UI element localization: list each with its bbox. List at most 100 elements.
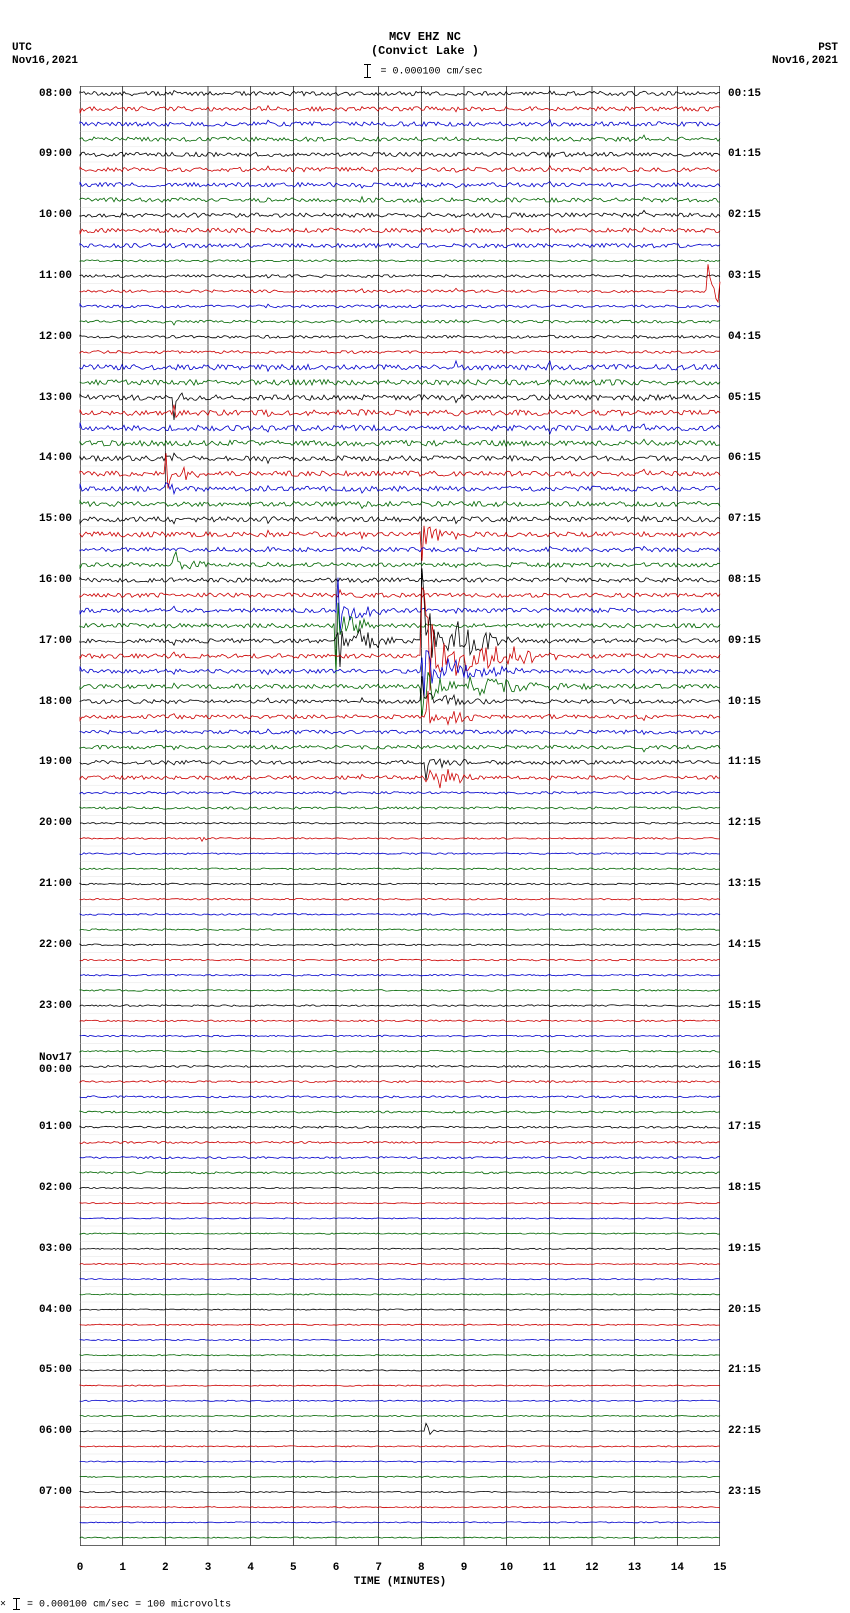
pst-label: 22:15 — [728, 1425, 761, 1437]
pst-label: 23:15 — [728, 1486, 761, 1498]
seismic-trace — [80, 197, 720, 203]
seismic-trace — [80, 837, 720, 841]
utc-label: 13:00 — [39, 392, 72, 404]
pst-label: 04:15 — [728, 331, 761, 343]
seismic-trace — [80, 1415, 720, 1416]
utc-label: 04:00 — [39, 1304, 72, 1316]
seismic-trace — [80, 1218, 720, 1219]
footnote-bar-icon — [16, 1598, 17, 1610]
seismic-trace — [80, 1324, 720, 1325]
x-tick-label: 1 — [119, 1562, 126, 1574]
seismic-trace — [80, 1020, 720, 1022]
seismic-trace — [80, 260, 720, 262]
pst-label: 21:15 — [728, 1364, 761, 1376]
x-tick-label: 15 — [713, 1562, 726, 1574]
pst-label: 15:15 — [728, 1000, 761, 1012]
seismic-trace — [80, 883, 720, 885]
seismic-trace — [80, 1263, 720, 1264]
seismic-trace — [80, 1476, 720, 1477]
pst-label: 10:15 — [728, 696, 761, 708]
seismic-trace — [80, 423, 720, 434]
seismic-trace — [80, 1203, 720, 1204]
seismic-trace — [80, 1005, 720, 1007]
footnote-marker: × — [0, 1600, 6, 1611]
seismic-trace — [80, 361, 720, 371]
plot-traces — [80, 86, 720, 1546]
seismic-trace — [80, 380, 720, 386]
seismic-trace — [80, 1172, 720, 1174]
seismic-trace — [80, 745, 720, 752]
seismic-trace — [80, 552, 720, 569]
seismic-trace — [80, 304, 720, 308]
seismic-trace — [80, 1491, 720, 1492]
utc-label: 07:00 — [39, 1486, 72, 1498]
seismic-trace — [80, 405, 720, 418]
utc-label: 15:00 — [39, 513, 72, 525]
x-axis: TIME (MINUTES) 0123456789101112131415 — [80, 1548, 720, 1598]
seismic-trace — [80, 990, 720, 992]
pst-label: 13:15 — [728, 878, 761, 890]
seismic-trace — [80, 275, 720, 278]
seismic-trace — [80, 1126, 720, 1128]
pst-label: 05:15 — [728, 392, 761, 404]
seismic-trace — [80, 1248, 720, 1249]
utc-label: 08:00 — [39, 88, 72, 100]
pst-label: 07:15 — [728, 513, 761, 525]
pst-label: 01:15 — [728, 148, 761, 160]
seismic-trace — [80, 868, 720, 870]
footnote: × = 0.000100 cm/sec = 100 microvolts — [0, 1598, 231, 1611]
seismic-trace — [80, 120, 720, 126]
seismic-trace — [80, 603, 720, 674]
seismic-trace — [80, 590, 720, 598]
seismic-trace — [80, 578, 720, 633]
utc-label: 11:00 — [39, 270, 72, 282]
pst-label: 19:15 — [728, 1243, 761, 1255]
scale-bar-icon — [367, 64, 368, 78]
station-subtitle: (Convict Lake ) — [0, 44, 850, 58]
x-tick-label: 9 — [461, 1562, 468, 1574]
pst-label: 16:15 — [728, 1060, 761, 1072]
seismic-trace — [80, 1522, 720, 1523]
seismic-trace — [80, 351, 720, 354]
x-tick-label: 8 — [418, 1562, 425, 1574]
scale-indicator: = 0.000100 cm/sec — [0, 64, 850, 78]
pst-label: 18:15 — [728, 1182, 761, 1194]
pst-label: 03:15 — [728, 270, 761, 282]
utc-label: 12:00 — [39, 331, 72, 343]
pst-label: 08:15 — [728, 574, 761, 586]
utc-label: 03:00 — [39, 1243, 72, 1255]
seismic-trace — [80, 1385, 720, 1386]
station-title: MCV EHZ NC — [0, 30, 850, 44]
seismic-trace — [80, 1157, 720, 1159]
seismic-trace — [80, 729, 720, 735]
pst-label: 20:15 — [728, 1304, 761, 1316]
pst-label: 06:15 — [728, 452, 761, 464]
seismic-trace — [80, 1355, 720, 1356]
seismic-trace — [80, 929, 720, 931]
seismic-trace — [80, 676, 720, 704]
seismic-trace — [80, 106, 720, 114]
seismic-trace — [80, 959, 720, 961]
seismic-trace — [80, 807, 720, 809]
seismic-trace — [80, 210, 720, 217]
seismic-trace — [80, 974, 720, 976]
seismic-trace — [80, 691, 720, 725]
x-tick-label: 4 — [247, 1562, 254, 1574]
pst-label: 14:15 — [728, 939, 761, 951]
seismic-trace — [80, 1035, 720, 1037]
seismic-trace — [80, 853, 720, 855]
seismic-trace — [80, 578, 720, 583]
utc-label: 23:00 — [39, 1000, 72, 1012]
seismic-trace — [80, 672, 720, 716]
seismic-trace — [80, 228, 720, 234]
utc-label: 18:00 — [39, 696, 72, 708]
utc-label: 09:00 — [39, 148, 72, 160]
seismic-trace — [80, 1446, 720, 1447]
utc-label: Nov17 00:00 — [39, 1052, 72, 1076]
utc-label: 16:00 — [39, 574, 72, 586]
seismic-trace — [80, 501, 720, 509]
utc-label: 14:00 — [39, 452, 72, 464]
seismic-trace — [80, 1294, 720, 1295]
utc-label: 06:00 — [39, 1425, 72, 1437]
seismic-trace — [80, 1339, 720, 1340]
